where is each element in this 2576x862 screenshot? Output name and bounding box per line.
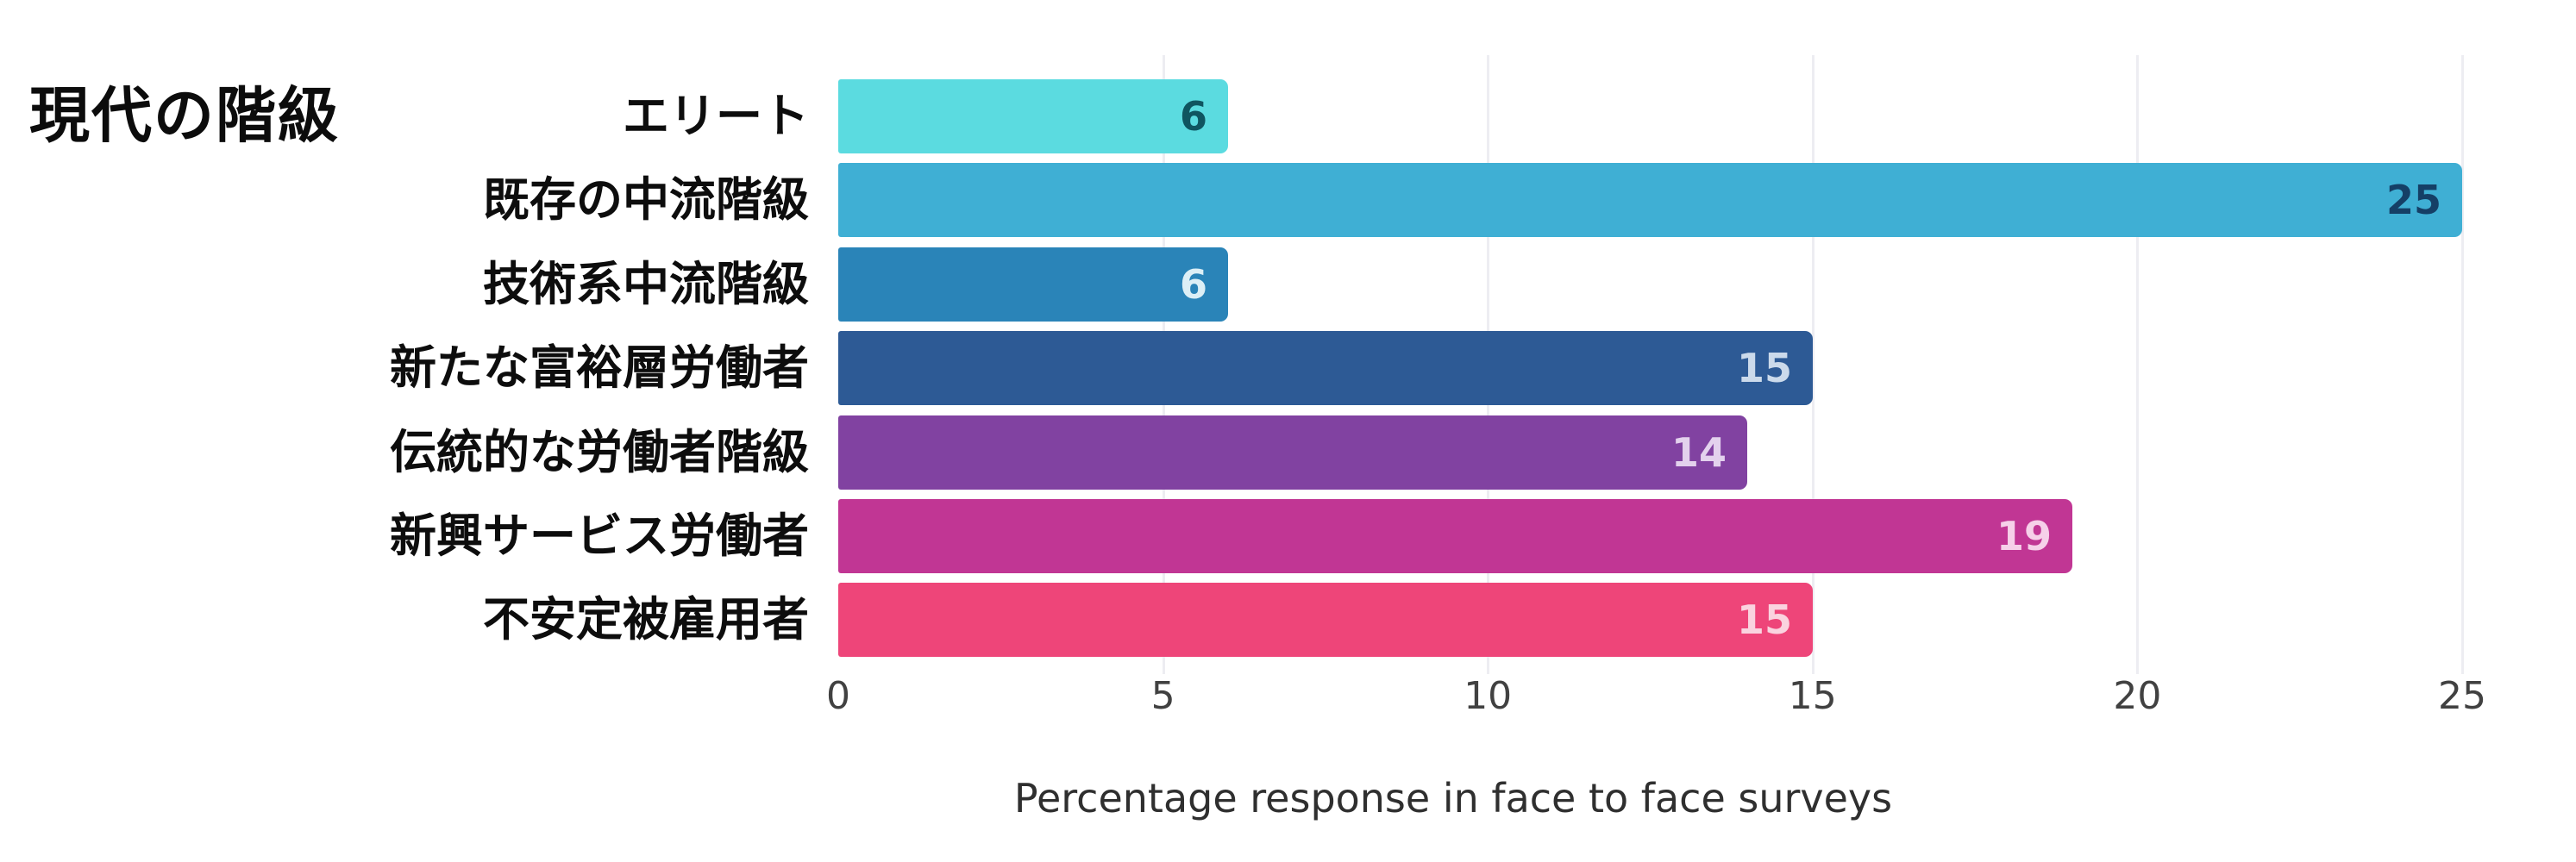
x-tick-label: 15 bbox=[1788, 674, 1837, 718]
bar: 14 bbox=[838, 415, 1747, 490]
bar-value-label: 15 bbox=[1736, 597, 1792, 644]
category-label: 既存の中流階級 bbox=[483, 172, 809, 228]
x-axis-label: Percentage response in face to face surv… bbox=[1013, 775, 1893, 821]
x-tick-label: 25 bbox=[2438, 674, 2486, 718]
x-tick-label: 0 bbox=[826, 674, 850, 718]
x-tick-label: 20 bbox=[2113, 674, 2162, 718]
bar-value-label: 6 bbox=[1179, 260, 1207, 308]
bar-value-label: 14 bbox=[1670, 428, 1727, 476]
bar: 6 bbox=[838, 247, 1228, 322]
bar-value-label: 15 bbox=[1736, 345, 1792, 392]
category-label: 技術系中流階級 bbox=[483, 256, 809, 311]
category-label: 不安定被雇用者 bbox=[483, 592, 809, 647]
category-label: 伝統的な労働者階級 bbox=[390, 424, 809, 479]
category-label: エリート bbox=[623, 89, 809, 143]
bar-value-label: 25 bbox=[2385, 177, 2441, 224]
bar: 15 bbox=[838, 583, 1813, 658]
bar-value-label: 6 bbox=[1179, 93, 1207, 140]
gridline-x-20 bbox=[2136, 55, 2140, 674]
category-label: 新たな富裕層労働者 bbox=[390, 340, 809, 396]
gridline-x-15 bbox=[1811, 55, 1814, 674]
category-label: 新興サービス労働者 bbox=[390, 509, 809, 563]
x-tick-label: 5 bbox=[1150, 674, 1175, 718]
bar-value-label: 19 bbox=[1996, 513, 2052, 559]
gridline-x-25 bbox=[2461, 55, 2464, 674]
bar: 25 bbox=[838, 163, 2462, 238]
bar: 15 bbox=[838, 331, 1813, 406]
chart-title: 現代の階級 bbox=[29, 80, 340, 151]
x-tick-label: 10 bbox=[1463, 674, 1513, 718]
bar: 6 bbox=[838, 79, 1228, 153]
bar: 19 bbox=[838, 499, 2072, 573]
